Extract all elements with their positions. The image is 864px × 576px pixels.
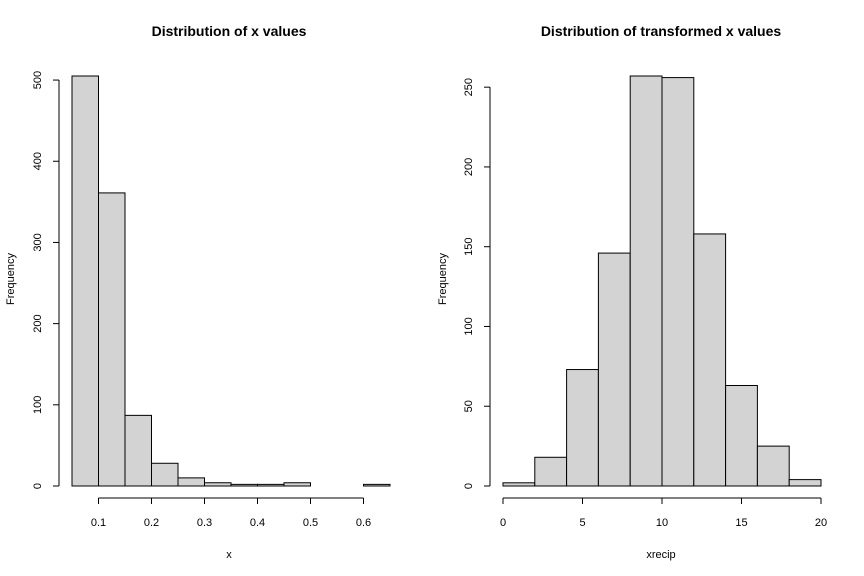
histogram-bar [257, 483, 285, 487]
histogram-bar [756, 445, 790, 487]
y-axis-label: Frequency [5, 253, 17, 305]
histogram-x-panel: Distribution of x values x Frequency 0.1… [5, 23, 391, 561]
histogram-bar [566, 369, 599, 487]
histogram-bar [151, 462, 179, 487]
histogram-bar [98, 192, 126, 487]
x-axis-label: xrecip [646, 549, 675, 561]
y-tick-label: 50 [463, 400, 475, 412]
x-tick-label: 0.2 [144, 517, 159, 529]
y-tick-label: 400 [32, 152, 44, 170]
histogram-bar [124, 414, 152, 487]
y-axis: 0 50 100 150 200 250 [463, 78, 491, 489]
chart-title: Distribution of transformed x values [541, 23, 782, 39]
chart-title: Distribution of x values [152, 23, 307, 39]
x-tick-label: 0.1 [91, 517, 106, 529]
x-tick-label: 0.3 [197, 517, 212, 529]
histogram-bar [693, 233, 727, 487]
x-tick-label: 15 [735, 517, 747, 529]
x-tick-label: 0.6 [356, 517, 371, 529]
x-tick-label: 20 [815, 517, 827, 529]
x-tick-label: 10 [656, 517, 668, 529]
histogram-bar [230, 483, 258, 487]
x-tick-label: 0 [500, 517, 506, 529]
x-axis: 0.1 0.2 0.3 0.4 0.5 0.6 [91, 497, 371, 529]
x-axis-label: x [226, 549, 232, 561]
x-axis: 0 5 10 15 20 [500, 497, 827, 529]
histogram-bar [597, 252, 631, 487]
y-tick-label: 150 [463, 238, 475, 256]
histogram-bar [629, 75, 663, 487]
y-tick-label: 0 [463, 483, 475, 489]
histogram-bar [177, 477, 205, 487]
y-axis: 0 100 200 300 400 500 [32, 71, 60, 489]
bars [502, 75, 822, 487]
y-tick-label: 0 [32, 483, 44, 489]
histogram-bar [283, 482, 311, 487]
x-tick-label: 5 [579, 517, 585, 529]
y-tick-label: 200 [32, 314, 44, 332]
bars [71, 75, 391, 487]
x-tick-label: 0.4 [250, 517, 265, 529]
y-tick-label: 500 [32, 71, 44, 89]
y-tick-label: 100 [32, 396, 44, 414]
histogram-bar [725, 384, 758, 487]
y-tick-label: 100 [463, 317, 475, 335]
y-tick-label: 300 [32, 233, 44, 251]
histogram-bar [788, 479, 822, 487]
histogram-bar [502, 482, 536, 487]
y-axis-label: Frequency [437, 253, 449, 305]
histogram-bar [363, 483, 391, 487]
x-tick-label: 0.5 [303, 517, 318, 529]
histogram-bar [204, 482, 232, 487]
histogram-bar [661, 77, 695, 487]
histogram-bar [534, 456, 568, 487]
y-tick-label: 250 [463, 78, 475, 96]
histogram-xrecip-panel: Distribution of transformed x values xre… [437, 23, 827, 561]
y-tick-label: 200 [463, 158, 475, 176]
histogram-bar [71, 75, 99, 487]
